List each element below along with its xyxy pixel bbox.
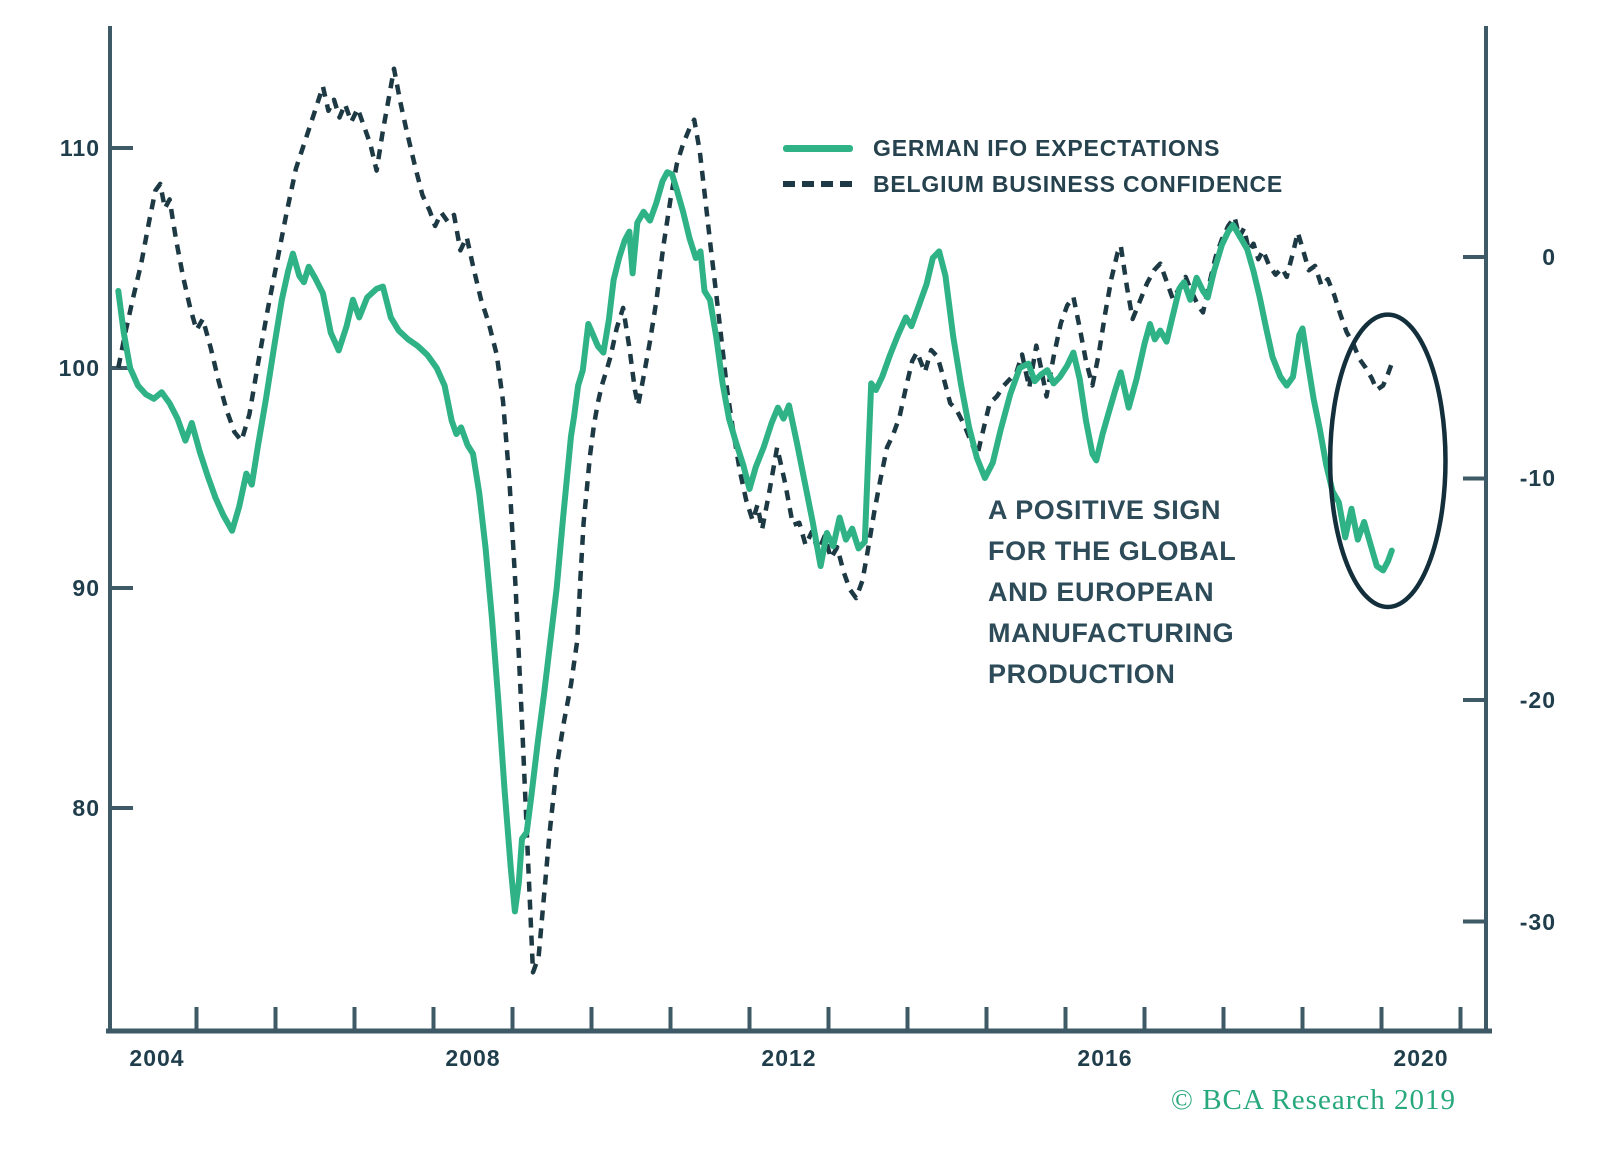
green-solid-line-swatch: [783, 144, 853, 152]
dark-dashed-line-swatch: [783, 181, 853, 187]
german-ifo-solid-line: [115, 169, 1395, 915]
x-tick-2020: 2020: [1393, 1045, 1449, 1071]
annotation-line-5: PRODUCTION: [988, 659, 1176, 689]
copyright-credit: © BCA Research 2019: [1170, 1084, 1456, 1116]
legend-row-german-ifo: GERMAN IFO EXPECTATIONS: [783, 130, 1283, 166]
legend-label-german-ifo: GERMAN IFO EXPECTATIONS: [873, 134, 1221, 161]
y-right-tick--10: -10: [1519, 465, 1556, 491]
x-tick-2004: 2004: [129, 1045, 185, 1071]
x-tick-2016: 2016: [1077, 1045, 1133, 1071]
y-right-tick--30: -30: [1519, 909, 1556, 935]
y-left-tick-80: 80: [72, 795, 100, 821]
annotation-line-3: AND EUROPEAN: [988, 577, 1215, 607]
x-tick-2008: 2008: [445, 1045, 501, 1071]
y-left-tick-110: 110: [59, 135, 100, 161]
y-left-tick-100: 100: [58, 355, 100, 381]
legend-label-belgium-confidence: BELGIUM BUSINESS CONFIDENCE: [873, 170, 1284, 197]
y-right-tick-0: 0: [1542, 244, 1556, 270]
legend: GERMAN IFO EXPECTATIONS BELGIUM BUSINESS…: [783, 130, 1283, 202]
legend-row-belgium-confidence: BELGIUM BUSINESS CONFIDENCE: [783, 166, 1283, 202]
annotation-line-4: MANUFACTURING: [988, 618, 1235, 648]
annotation-text: A POSITIVE SIGN FOR THE GLOBAL AND EUROP…: [988, 490, 1236, 695]
ellipse-highlight-annotation: [1327, 312, 1448, 610]
y-left-tick-90: 90: [72, 575, 100, 601]
annotation-line-2: FOR THE GLOBAL: [988, 536, 1237, 566]
annotation-line-1: A POSITIVE SIGN: [988, 495, 1222, 525]
x-tick-2012: 2012: [761, 1045, 817, 1071]
y-right-tick--20: -20: [1519, 687, 1556, 713]
